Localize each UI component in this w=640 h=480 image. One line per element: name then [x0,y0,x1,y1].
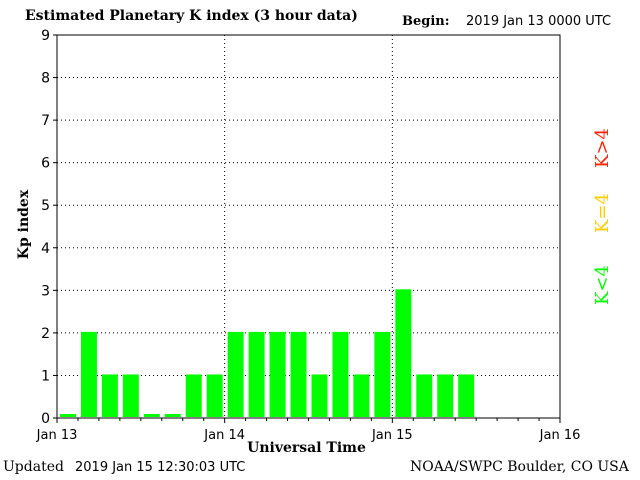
kp-bar [311,374,328,417]
kp-bar [395,289,412,417]
y-tick-label: 8 [41,71,50,87]
kp-bar [290,331,307,417]
y-tick-label: 3 [41,283,50,299]
kp-bar [164,414,181,417]
chart-title: Estimated Planetary K index (3 hour data… [25,8,358,24]
kp-bar [248,331,265,417]
x-tick-label: Jan 13 [36,428,78,443]
y-axis-label: Kp index [16,189,32,259]
y-tick-label: 5 [41,198,50,214]
updated-label: Updated [3,459,64,475]
kp-bar [353,374,370,417]
kp-bar [122,374,139,417]
source-credit: NOAA/SWPC Boulder, CO USA [410,459,629,475]
y-tick-label: 1 [41,368,50,384]
y-tick-label: 0 [41,411,50,427]
x-axis-label: Universal Time [247,440,366,456]
kp-bar [80,331,97,417]
updated-value: 2019 Jan 15 12:30:03 UTC [75,460,246,475]
kp-bar [227,331,244,417]
kp-bar [143,414,160,417]
legend-k-above-4: K>4 [592,128,613,168]
y-tick-label: 4 [41,241,50,257]
kp-bar [269,331,286,417]
y-tick-label: 2 [41,326,50,342]
kp-bar [185,374,202,417]
x-tick-label: Jan 16 [539,428,581,443]
kp-bar [206,374,223,417]
kp-bar [101,374,118,417]
x-tick-label: Jan 14 [203,428,245,443]
y-tick-label: 6 [41,156,50,172]
begin-value: 2019 Jan 13 0000 UTC [466,14,612,29]
kp-bar [332,331,349,417]
begin-label: Begin: [402,14,450,29]
legend-k-equal-4: K=4 [592,193,613,233]
kp-bar [374,331,391,417]
legend-k-below-4: K<4 [592,265,613,305]
y-tick-label: 7 [41,113,50,129]
plot-frame [56,34,561,419]
y-tick-label: 9 [41,28,50,44]
kp-bar [60,414,76,417]
x-tick-label: Jan 15 [371,428,413,443]
kp-bar [416,374,433,417]
kp-bar [458,374,475,417]
kp-bar [437,374,454,417]
